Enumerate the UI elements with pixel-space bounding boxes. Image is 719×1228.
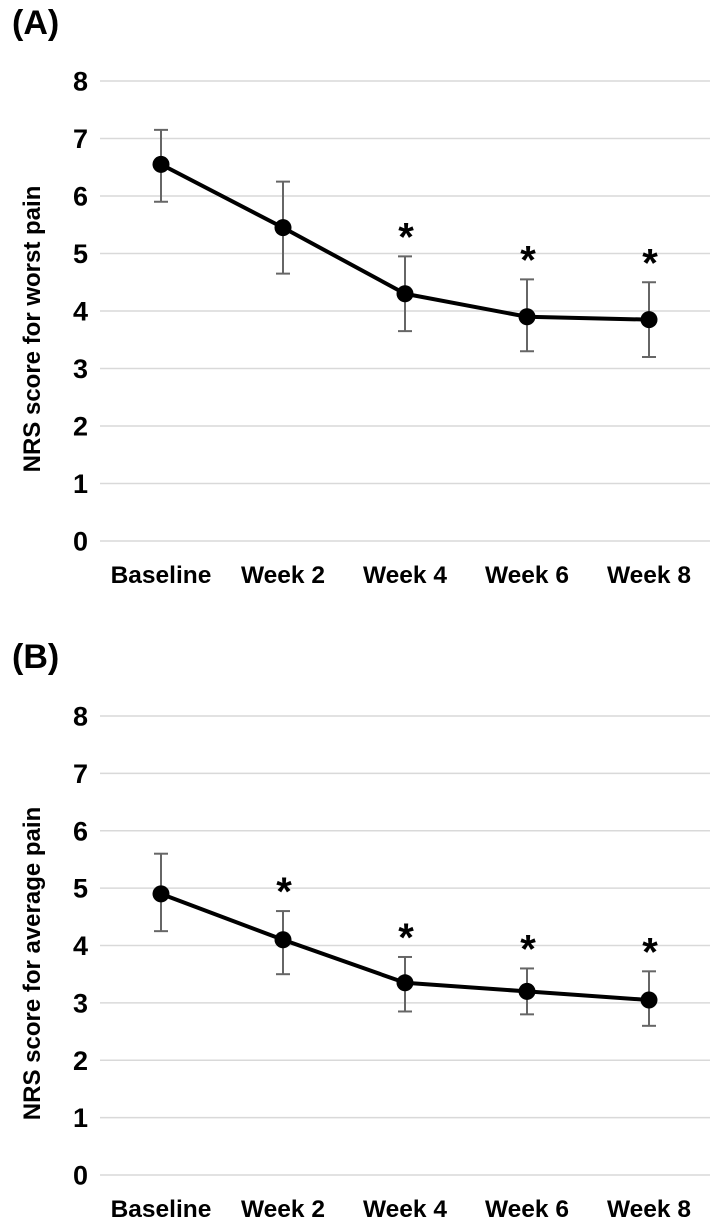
svg-text:3: 3 [73,988,88,1018]
data-point-week-4 [396,974,414,992]
significance-asterisk-week-6: * [520,927,536,971]
svg-text:3: 3 [73,354,88,384]
data-point-week-8 [640,991,658,1009]
data-point-week-6 [518,308,536,326]
svg-text:Week 4: Week 4 [363,562,447,589]
svg-text:8: 8 [73,702,88,732]
significance-asterisk-week-4: * [398,916,414,960]
significance-asterisk-week-8: * [642,241,658,285]
y-axis-title: NRS score for worst pain [19,186,46,473]
svg-text:4: 4 [73,297,88,327]
significance-asterisk-week-6: * [520,238,536,282]
svg-text:5: 5 [73,239,88,269]
y-axis-title: NRS score for average pain [19,807,46,1120]
data-point-week-4 [396,285,414,303]
svg-text:7: 7 [73,759,88,789]
svg-text:Week 6: Week 6 [485,1196,569,1223]
data-point-baseline [152,885,170,903]
significance-asterisk-week-8: * [642,930,658,974]
y-axis-ticks: 0 1 2 3 4 5 6 7 8 [73,702,88,1191]
panel-b-label: (B) [12,638,60,676]
svg-text:Baseline: Baseline [111,562,212,589]
data-point-week-2 [274,219,292,237]
svg-text:8: 8 [73,67,88,97]
svg-text:6: 6 [73,182,88,212]
svg-text:0: 0 [73,527,88,557]
svg-text:4: 4 [73,931,88,961]
svg-text:2: 2 [73,1046,88,1076]
significance-markers: * * * * [276,870,658,974]
significance-asterisk-week-4: * [398,215,414,259]
svg-text:0: 0 [73,1161,88,1191]
data-point-week-2 [274,931,292,949]
svg-text:1: 1 [73,1103,88,1133]
svg-text:Week 2: Week 2 [241,1196,325,1223]
svg-text:Week 4: Week 4 [363,1196,447,1223]
panel-a: (A) 0 1 2 3 4 5 6 7 8 NRS score for worst pain * * *… [12,4,710,589]
svg-text:Baseline: Baseline [111,1196,212,1223]
svg-text:Week 8: Week 8 [607,562,691,589]
panel-b: (B) 0 1 2 3 4 5 6 7 8 NRS score for average pain *… [0,614,719,1228]
significance-asterisk-week-2: * [276,870,292,914]
data-point-baseline [152,155,170,173]
data-point-week-8 [640,311,658,329]
svg-text:1: 1 [73,469,88,499]
svg-text:6: 6 [73,816,88,846]
data-points [152,885,658,1009]
svg-text:Week 2: Week 2 [241,562,325,589]
svg-text:Week 8: Week 8 [607,1196,691,1223]
data-points [152,155,658,329]
svg-text:2: 2 [73,412,88,442]
svg-text:Week 6: Week 6 [485,562,569,589]
svg-text:7: 7 [73,124,88,154]
gridlines [100,715,710,1176]
panel-a-label: (A) [12,4,60,42]
chart-worst-pain: 0 1 2 3 4 5 6 7 8 NRS score for worst pain * * * Base… [19,67,710,589]
x-axis-labels: Baseline Week 2 Week 4 Week 6 Week 8 [111,562,691,589]
chart-average-pain: 0 1 2 3 4 5 6 7 8 NRS score for average pain * * * * B… [19,702,710,1223]
x-axis-labels: Baseline Week 2 Week 4 Week 6 Week 8 [111,1196,691,1223]
significance-markers: * * * [398,215,658,285]
data-point-week-6 [518,982,536,1000]
y-axis-ticks: 0 1 2 3 4 5 6 7 8 [73,67,88,557]
svg-text:5: 5 [73,874,88,904]
